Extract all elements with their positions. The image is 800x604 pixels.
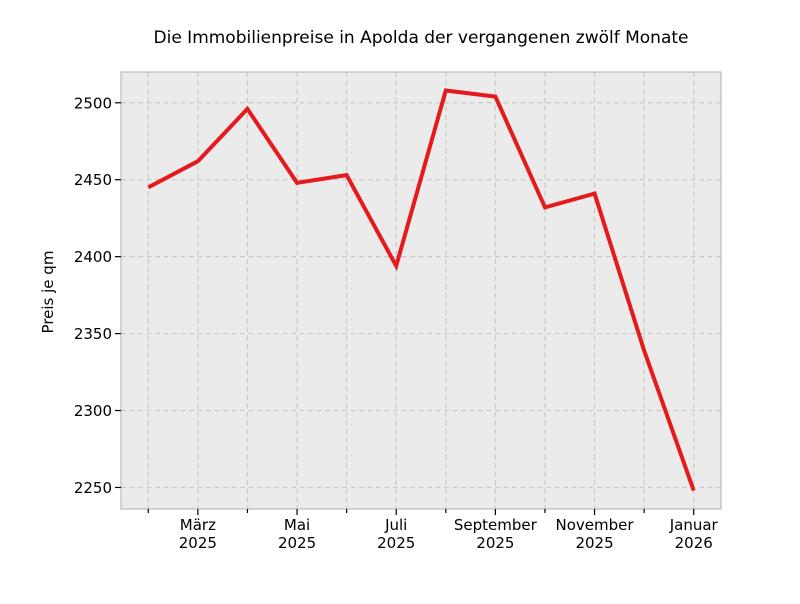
price-line-series (147, 88, 696, 492)
y-tick-label: 2450 (74, 171, 112, 189)
x-tick-label-month: Mai (284, 516, 310, 534)
axes-ticks: März2025Mai2025Juli2025September2025Nove… (74, 71, 722, 552)
x-tick-label-month: Juli (384, 516, 407, 534)
x-tick-label-year: 2025 (278, 534, 316, 552)
chart-title: Die Immobilienpreise in Apolda der verga… (154, 28, 689, 48)
x-tick-label-year: 2025 (179, 534, 217, 552)
x-tick-label-year: 2025 (377, 534, 415, 552)
y-tick-label: 2400 (74, 248, 112, 266)
y-tick-label: 2250 (74, 479, 112, 497)
plot-background (121, 72, 721, 509)
plot-area (121, 72, 721, 509)
x-tick-label-year: 2025 (476, 534, 514, 552)
x-tick-label-year: 2026 (675, 534, 713, 552)
y-axis-label: Preis je qm (39, 251, 57, 334)
x-tick-label-month: Januar (669, 516, 719, 534)
x-tick-label-month: September (454, 516, 538, 534)
y-tick-label: 2350 (74, 325, 112, 343)
plot-border (120, 71, 722, 510)
y-tick-label: 2500 (74, 94, 112, 112)
x-tick-label-year: 2025 (575, 534, 613, 552)
x-tick-label-month: November (556, 516, 635, 534)
y-tick-label: 2300 (74, 402, 112, 420)
price-line (147, 88, 696, 492)
x-tick-label-month: März (180, 516, 216, 534)
